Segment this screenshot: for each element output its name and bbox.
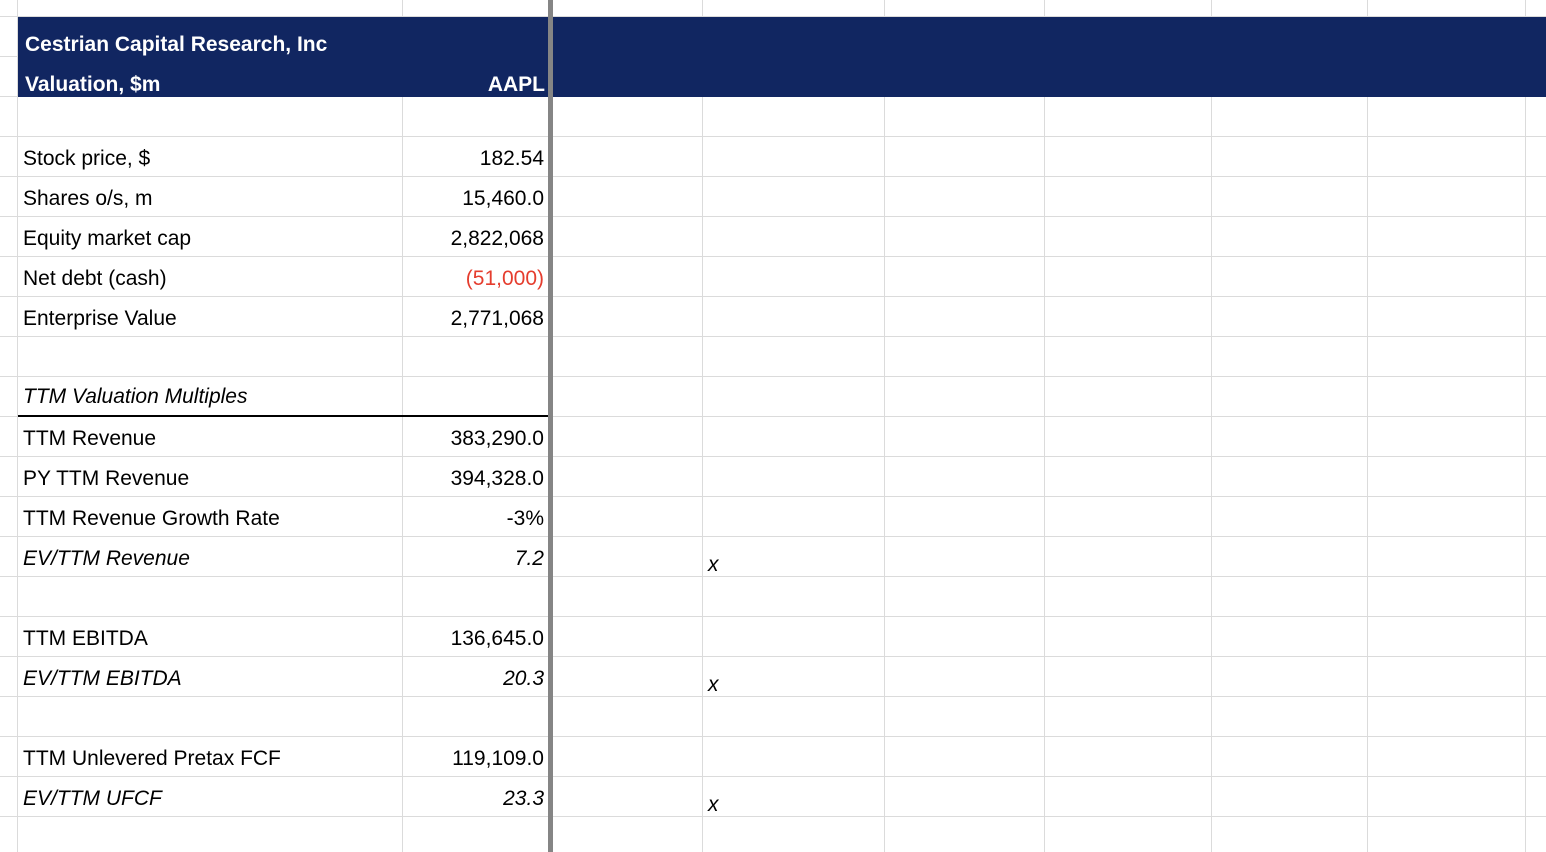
- company-title-cell[interactable]: Cestrian Capital Research, Inc: [25, 33, 328, 56]
- cell-label[interactable]: Enterprise Value: [23, 307, 177, 330]
- cell-value[interactable]: 182.54: [479, 147, 544, 170]
- gridline-horizontal: [0, 816, 1546, 817]
- gridline-vertical: [402, 0, 403, 852]
- cell-label[interactable]: EV/TTM UFCF: [23, 787, 162, 810]
- gridline-vertical: [17, 0, 18, 852]
- gridline-horizontal: [0, 776, 1546, 777]
- row-enterprise-value: Enterprise Value 2,771,068: [18, 297, 548, 337]
- row-ev-ttm-ebitda: EV/TTM EBITDA 20.3: [18, 657, 548, 697]
- gridline-vertical: [1211, 0, 1212, 852]
- cell-label[interactable]: TTM Revenue Growth Rate: [23, 507, 280, 530]
- gridline-horizontal: [0, 336, 1546, 337]
- cell-label[interactable]: Shares o/s, m: [23, 187, 153, 210]
- cell-label[interactable]: TTM EBITDA: [23, 627, 148, 650]
- cell-value-negative[interactable]: (51,000): [465, 267, 544, 290]
- cell-value[interactable]: 136,645.0: [450, 627, 544, 650]
- gridline-vertical: [1044, 0, 1045, 852]
- gridline-horizontal: [0, 176, 1546, 177]
- cell-value[interactable]: 2,771,068: [450, 307, 544, 330]
- cell-value[interactable]: -3%: [506, 507, 544, 530]
- title-block: Cestrian Capital Research, Inc Valuation…: [18, 17, 1546, 97]
- row-shares-outstanding: Shares o/s, m 15,460.0: [18, 177, 548, 217]
- cell-label[interactable]: PY TTM Revenue: [23, 467, 190, 490]
- gridline-horizontal: [0, 656, 1546, 657]
- section-header-cell[interactable]: TTM Valuation Multiples: [23, 385, 248, 408]
- row-ttm-ebitda: TTM EBITDA 136,645.0: [18, 617, 548, 657]
- cell-value[interactable]: 394,328.0: [450, 467, 544, 490]
- gridline-horizontal: [0, 216, 1546, 217]
- row-ev-ttm-revenue: EV/TTM Revenue 7.2: [18, 537, 548, 577]
- cell-label[interactable]: EV/TTM EBITDA: [23, 667, 182, 690]
- row-ttm-revenue-growth-rate: TTM Revenue Growth Rate -3%: [18, 497, 548, 537]
- gridline-vertical: [1525, 0, 1526, 852]
- row-net-debt: Net debt (cash) (51,000): [18, 257, 548, 297]
- multiplier-x-cell[interactable]: x: [708, 673, 719, 696]
- cell-value[interactable]: 23.3: [503, 787, 544, 810]
- gridline-horizontal: [0, 16, 1546, 17]
- cell-label[interactable]: Stock price, $: [23, 147, 151, 170]
- row-section-ttm-valuation-multiples: TTM Valuation Multiples: [18, 377, 548, 417]
- cell-value[interactable]: 15,460.0: [462, 187, 544, 210]
- gridline-horizontal: [0, 136, 1546, 137]
- gridline-vertical: [1367, 0, 1368, 852]
- gridline-horizontal: [0, 496, 1546, 497]
- gridline-horizontal: [0, 536, 1546, 537]
- cell-label[interactable]: Equity market cap: [23, 227, 192, 250]
- row-stock-price: Stock price, $ 182.54: [18, 137, 548, 177]
- gridline-horizontal: [0, 736, 1546, 737]
- gridline-horizontal: [0, 296, 1546, 297]
- gridline-horizontal: [0, 616, 1546, 617]
- gridline-horizontal: [0, 416, 1546, 417]
- row-ttm-revenue: TTM Revenue 383,290.0: [18, 417, 548, 457]
- row-ttm-unlevered-pretax-fcf: TTM Unlevered Pretax FCF 119,109.0: [18, 737, 548, 777]
- cell-value[interactable]: 2,822,068: [450, 227, 544, 250]
- sheet-title-cell[interactable]: Valuation, $m: [25, 73, 161, 96]
- cell-value[interactable]: 383,290.0: [450, 427, 544, 450]
- cell-label[interactable]: TTM Unlevered Pretax FCF: [23, 747, 281, 770]
- cell-label[interactable]: TTM Revenue: [23, 427, 157, 450]
- cell-value[interactable]: 119,109.0: [452, 747, 544, 770]
- row-equity-market-cap: Equity market cap 2,822,068: [18, 217, 548, 257]
- cell-value[interactable]: 7.2: [514, 547, 544, 570]
- gridline-horizontal: [0, 696, 1546, 697]
- gridline-horizontal: [0, 256, 1546, 257]
- cell-value[interactable]: 20.3: [503, 667, 544, 690]
- frozen-pane-divider[interactable]: [548, 0, 553, 852]
- multiplier-x-cell[interactable]: x: [708, 553, 719, 576]
- cell-label[interactable]: EV/TTM Revenue: [23, 547, 190, 570]
- gridline-horizontal: [0, 376, 1546, 377]
- cell-value[interactable]: [403, 377, 548, 415]
- row-py-ttm-revenue: PY TTM Revenue 394,328.0: [18, 457, 548, 497]
- gridline-vertical: [702, 0, 703, 852]
- multiplier-x-cell[interactable]: x: [708, 793, 719, 816]
- row-ev-ttm-ufcf: EV/TTM UFCF 23.3: [18, 777, 548, 817]
- gridline-horizontal: [0, 456, 1546, 457]
- cell-label[interactable]: Net debt (cash): [23, 267, 167, 290]
- gridline-vertical: [884, 0, 885, 852]
- ticker-cell[interactable]: AAPL: [487, 73, 545, 96]
- gridline-horizontal: [0, 576, 1546, 577]
